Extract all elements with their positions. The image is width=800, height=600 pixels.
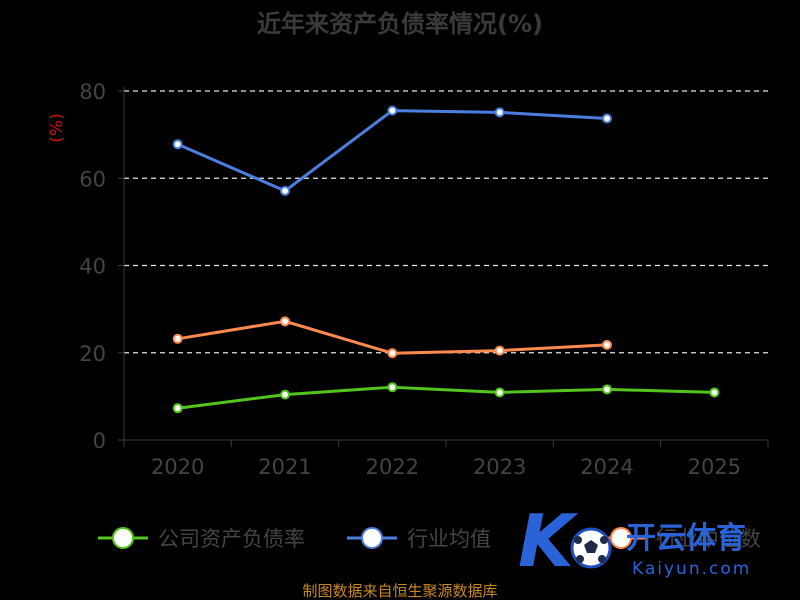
data-point [602,384,612,395]
watermark-logo-letter: K [518,499,579,583]
data-point [494,387,505,398]
legend: 公司资产负债率 行业均值 行业中位数 [98,527,761,551]
data-point [602,339,612,350]
data-point [172,403,183,414]
y-axis-label: (%) [47,113,67,142]
legend-label: 行业均值 [407,527,491,551]
axes [118,87,769,447]
data-point [280,185,290,196]
data-point [494,107,505,118]
data-point [387,105,398,116]
legend-marker [361,527,383,549]
source-text: 制图数据来自恒生聚源数据库 [302,582,497,600]
y-tick-label: 80 [79,80,106,104]
x-tick-label: 2022 [366,455,419,479]
x-tick-label: 2020 [151,455,204,479]
y-tick-label: 20 [79,342,106,366]
x-tick-label: 2024 [580,455,633,479]
watermark-brand: 开云体育 [626,521,746,556]
data-point [172,333,183,344]
data-point [709,387,720,398]
data-point [280,316,290,327]
y-tick-label: 60 [79,167,106,191]
watermark-sub: Kaiyun.com [632,559,751,579]
x-tick-label: 2023 [473,455,526,479]
legend-label: 行业中位数 [656,527,761,551]
legend-marker [610,527,632,549]
grid-lines [124,90,768,354]
x-tick-label: 2025 [688,455,741,479]
chart-title: 近年来资产负债率情况(%) [257,10,543,38]
series-layer [172,105,720,414]
legend-marker [112,527,134,549]
y-tick-label: 40 [79,255,106,279]
data-point [387,382,398,393]
legend-label: 公司资产负债率 [158,527,305,551]
data-point [387,348,398,359]
y-tick-labels: 0 20 40 60 80 [79,80,106,453]
soccer-ball-icon [570,527,612,569]
watermark-logo: K 开云体育 Kaiyun.com [518,499,751,583]
data-point [494,345,505,356]
data-point [280,389,290,400]
y-tick-label: 0 [93,429,106,453]
x-tick-labels: 2020 2021 2022 2023 2024 2025 [151,455,741,479]
data-point [602,113,612,124]
data-point [172,139,183,150]
x-tick-label: 2021 [258,455,311,479]
series-line-0 [177,385,715,410]
